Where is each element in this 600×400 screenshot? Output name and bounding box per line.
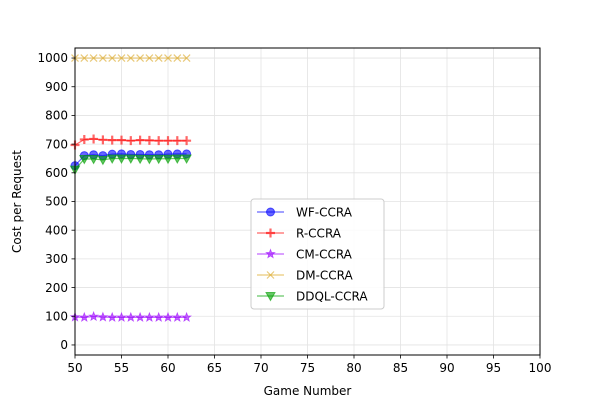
x-tick-label: 70 [253, 361, 268, 375]
y-tick-label: 200 [45, 281, 68, 295]
data-point-ddql-ccra [171, 154, 183, 164]
legend-marker [266, 228, 275, 238]
data-point-dm-ccra [108, 54, 117, 62]
y-tick-label: 800 [45, 109, 68, 123]
data-point-dm-ccra [136, 54, 145, 62]
x-tick-label: 75 [300, 361, 315, 375]
data-point-r-ccra [163, 136, 173, 146]
y-tick-label: 900 [45, 80, 68, 94]
data-point-r-ccra [135, 135, 145, 145]
data-point-cm-ccra [106, 311, 118, 322]
y-tick-label: 1000 [37, 51, 68, 65]
y-tick-label: 400 [45, 223, 68, 237]
legend-label: CM-CCRA [296, 247, 353, 261]
legend-label: R-CCRA [296, 226, 342, 240]
legend-label: DDQL-CCRA [296, 289, 368, 303]
y-tick-label: 100 [45, 309, 68, 323]
data-point-dm-ccra [98, 54, 107, 62]
legend-marker [266, 271, 275, 279]
data-point-dm-ccra [89, 54, 98, 62]
data-point-cm-ccra [181, 311, 192, 322]
y-tick-label: 300 [45, 252, 68, 266]
data-point-r-ccra [79, 135, 89, 145]
data-point-ddql-ccra [153, 154, 165, 165]
data-point-r-ccra [172, 136, 182, 146]
data-point-ddql-ccra [144, 155, 155, 165]
legend-box [250, 198, 385, 310]
x-tick-label: 85 [393, 361, 408, 375]
data-point-r-ccra [98, 135, 108, 145]
legend: WF-CCRA R-CCRA CM-CCRA DM-CCRA DDQL-CCRA [250, 198, 385, 310]
data-point-dm-ccra [80, 54, 89, 62]
data-point-ddql-ccra [116, 154, 127, 164]
data-point-ddql-ccra [78, 155, 90, 165]
x-tick-label: 60 [160, 361, 175, 375]
y-tick-label: 700 [45, 137, 68, 151]
x-tick-label: 55 [114, 361, 129, 375]
x-tick-label: 95 [486, 361, 501, 375]
data-point-cm-ccra [116, 311, 127, 322]
data-point-ddql-ccra [88, 155, 99, 165]
data-point-cm-ccra [144, 311, 155, 322]
data-point-r-ccra [182, 136, 192, 146]
data-point-r-ccra [154, 136, 164, 146]
x-tick-label: 80 [346, 361, 361, 375]
data-point-cm-ccra [162, 311, 174, 322]
x-tick-label: 65 [207, 361, 222, 375]
data-point-r-ccra [117, 135, 126, 145]
series-ddql-ccra [69, 154, 192, 176]
legend-item-r-ccra: R-CCRA [257, 226, 342, 240]
y-tick-label: 600 [45, 166, 68, 180]
data-point-cm-ccra [97, 311, 109, 322]
data-point-dm-ccra [173, 54, 182, 62]
data-point-dm-ccra [182, 54, 191, 62]
y-axis-label: Cost per Request [10, 150, 24, 253]
data-point-ddql-ccra [162, 154, 174, 165]
data-point-dm-ccra [164, 54, 172, 62]
data-point-ddql-ccra [134, 154, 146, 165]
data-point-cm-ccra [125, 311, 137, 322]
data-point-cm-ccra [134, 311, 146, 322]
y-axis: 0 100 200 300 400 500 600 700 800 900 1000 [37, 51, 75, 352]
data-point-r-ccra [89, 134, 99, 144]
x-tick-label: 100 [529, 361, 552, 375]
series-r-ccra [70, 134, 192, 150]
data-point-cm-ccra [153, 311, 165, 322]
x-axis-label: Game Number [264, 384, 352, 398]
legend-item-dm-ccra: DM-CCRA [257, 268, 354, 282]
series-group [69, 54, 192, 322]
data-point-dm-ccra [154, 54, 163, 62]
legend-label: WF-CCRA [296, 205, 353, 219]
series-dm-ccra [71, 54, 191, 62]
data-point-ddql-ccra [181, 154, 192, 164]
x-tick-label: 90 [439, 361, 454, 375]
y-tick-label: 500 [45, 195, 68, 209]
data-point-r-ccra [144, 135, 154, 145]
legend-marker [265, 292, 276, 302]
data-point-r-ccra [126, 136, 136, 146]
data-point-dm-ccra [126, 54, 135, 62]
legend-item-wf-ccra: WF-CCRA [257, 205, 353, 219]
data-point-ddql-ccra [125, 154, 137, 164]
data-point-dm-ccra [117, 54, 126, 62]
legend-item-ddql-ccra: DDQL-CCRA [257, 289, 368, 303]
data-point-r-ccra [107, 135, 117, 145]
x-tick-label: 50 [67, 361, 82, 375]
x-axis: 50 55 60 65 70 75 80 85 90 95 100 [67, 355, 551, 375]
legend-item-cm-ccra: CM-CCRA [257, 247, 353, 261]
y-tick-label: 0 [60, 338, 68, 352]
data-point-cm-ccra [171, 311, 183, 322]
data-point-cm-ccra [78, 311, 90, 322]
legend-marker [265, 248, 276, 259]
data-point-dm-ccra [145, 54, 154, 62]
legend-label: DM-CCRA [296, 268, 354, 282]
data-point-ddql-ccra [106, 154, 118, 164]
data-point-ddql-ccra [97, 155, 109, 166]
data-point-cm-ccra [88, 310, 99, 322]
legend-marker [266, 207, 275, 217]
